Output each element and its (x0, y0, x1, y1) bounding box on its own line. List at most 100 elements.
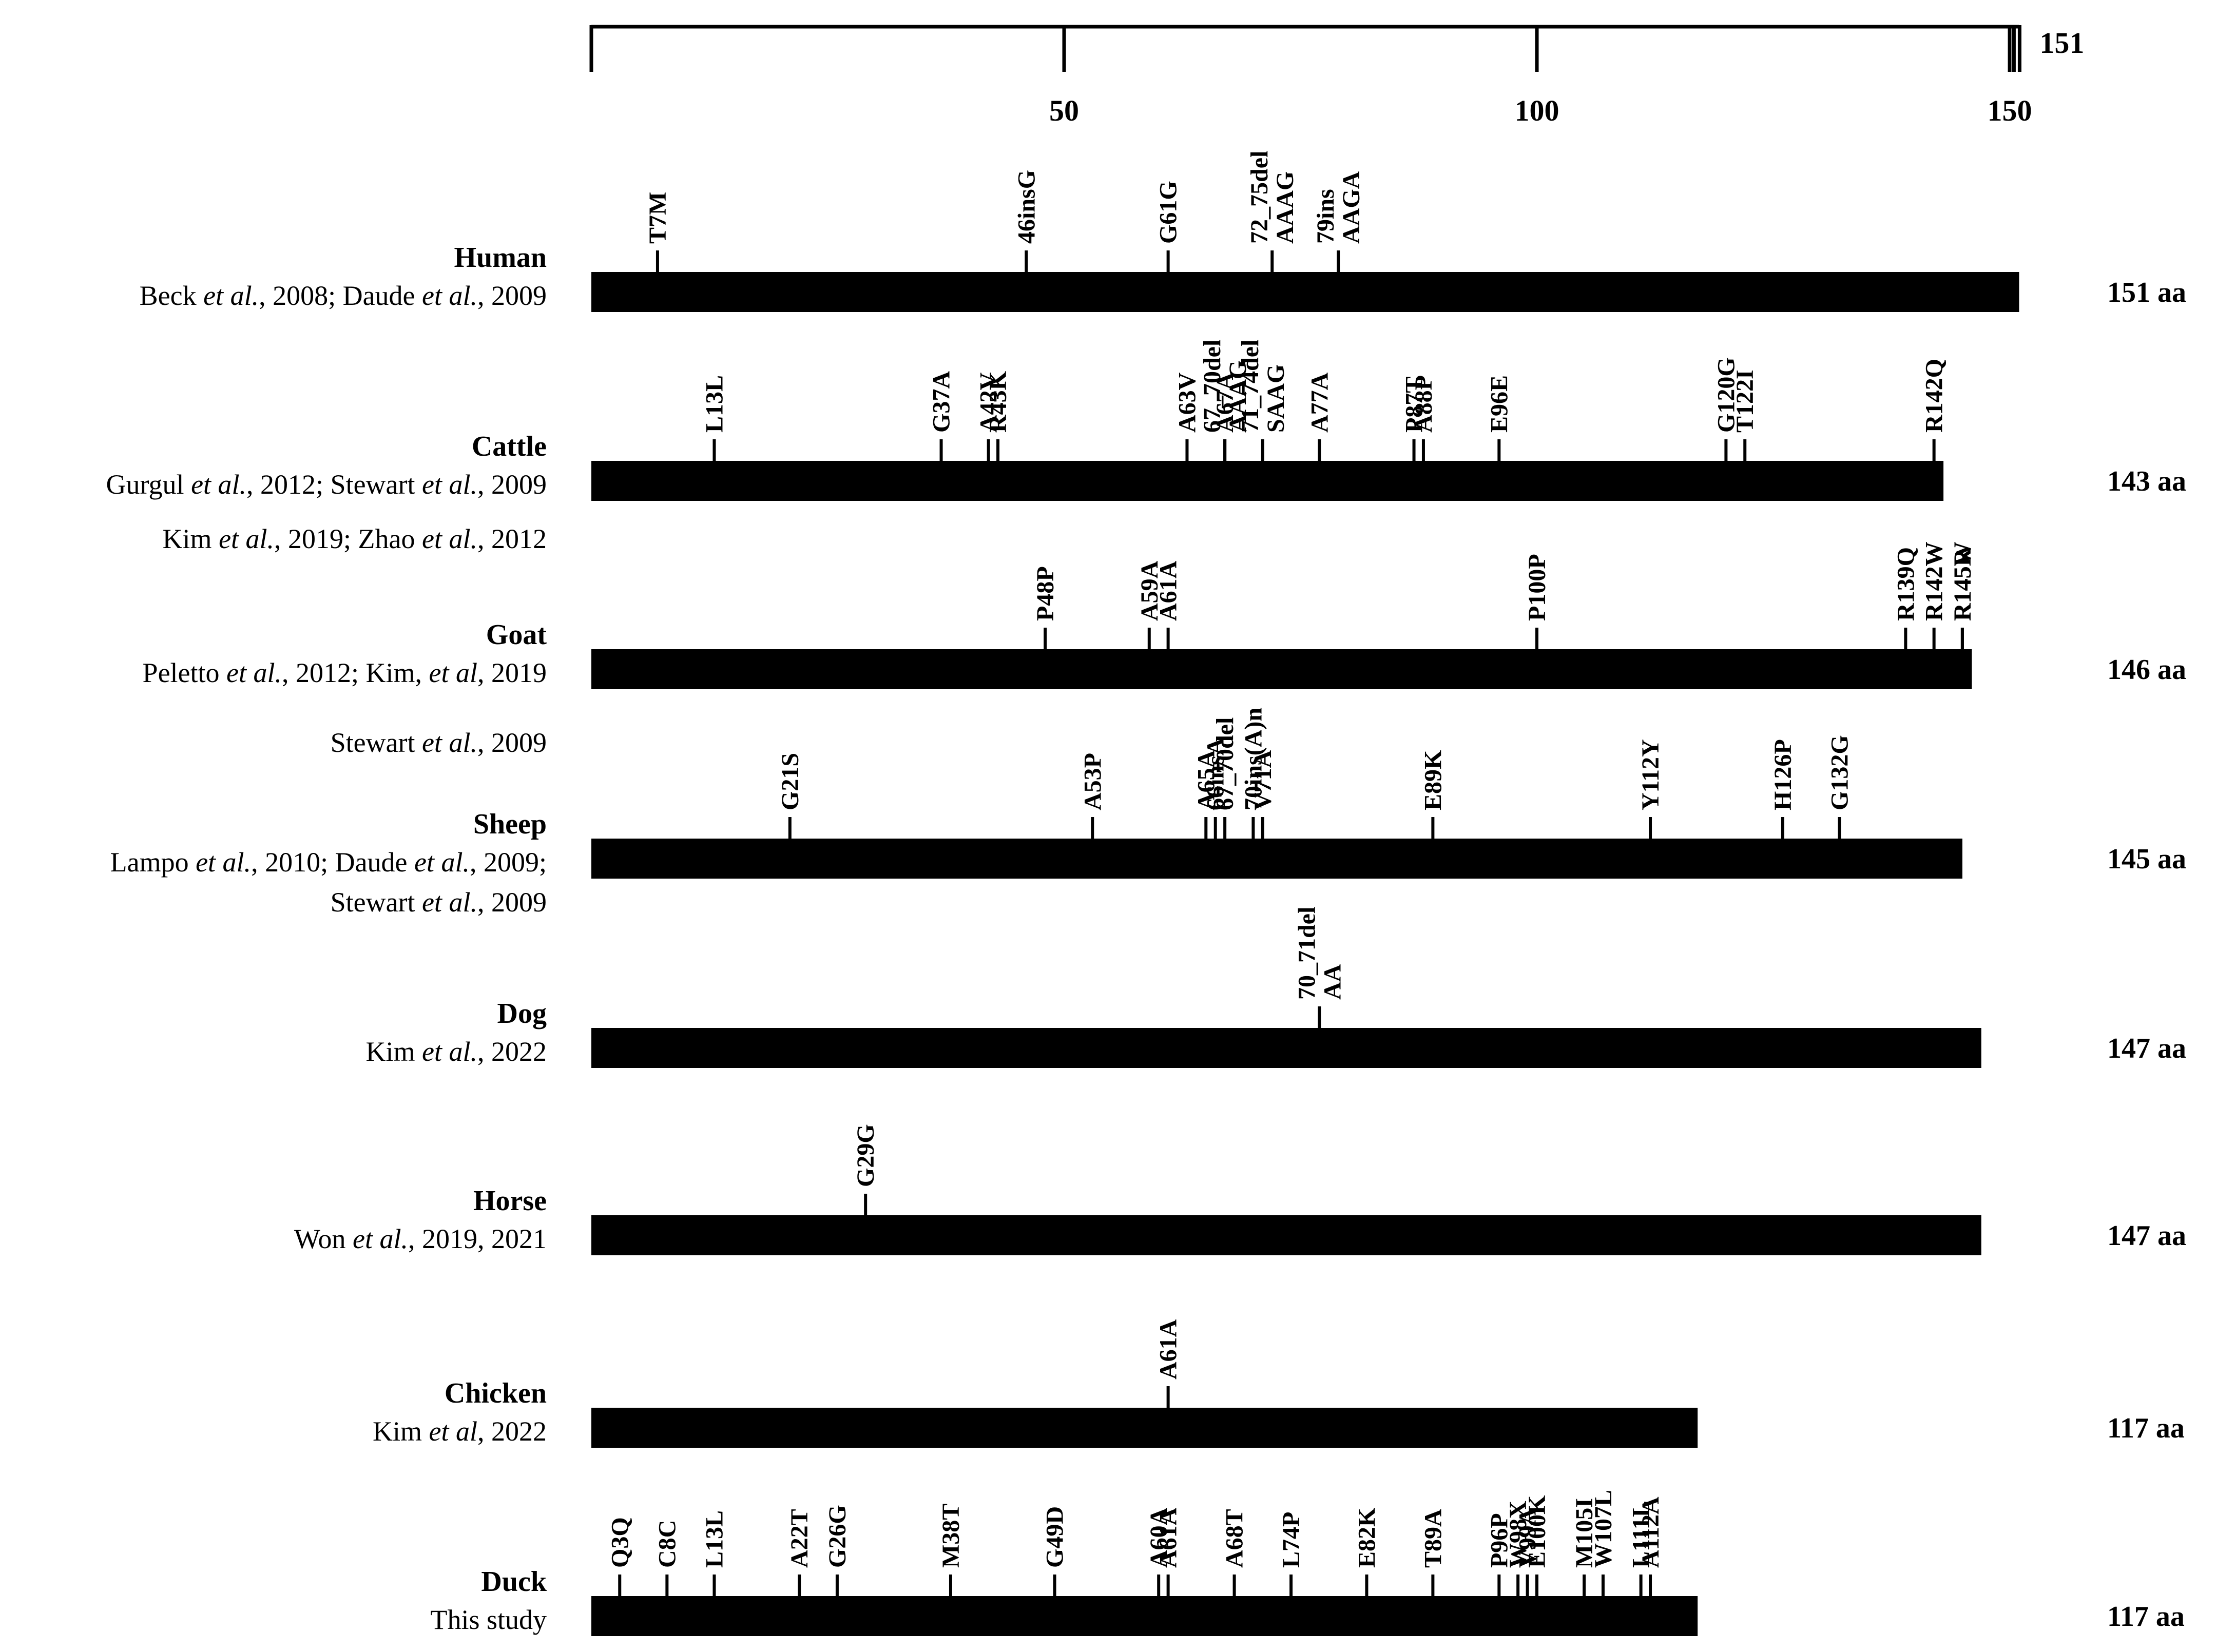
mutation-marker: A22T (786, 1509, 813, 1596)
protein-length-label: 147 aa (2107, 1033, 2186, 1064)
mutation-label: T89A (1419, 1509, 1447, 1568)
protein-length-label: 143 aa (2107, 465, 2186, 497)
reference-text-segment: , 2019 (477, 657, 547, 688)
protein-bar (591, 1215, 1981, 1255)
mutation-marker: C8C (653, 1520, 681, 1596)
reference-text-segment: et al (429, 1416, 477, 1447)
mutation-marker: A61A (1155, 1319, 1182, 1408)
reference-text-segment: et al. (414, 847, 470, 878)
reference-text-segment: et al. (422, 727, 477, 758)
mutation-label: AAGA (1338, 171, 1365, 244)
mutation-label: G132G (1826, 735, 1853, 810)
mutation-label: AAAG (1271, 171, 1299, 244)
species-name: Duck (481, 1566, 547, 1598)
reference-line: Peletto et al., 2012; Kim, et al, 2019 (143, 657, 547, 688)
mutation-marker: 67_70del (1211, 717, 1239, 839)
species-name: Sheep (473, 808, 547, 840)
protein-bar (591, 839, 1962, 879)
ruler-tick-label: 50 (1049, 94, 1079, 127)
mutation-marker: G61G (1155, 181, 1182, 272)
reference-text-segment: , 2022 (477, 1036, 547, 1067)
mutation-label: V99A (1514, 1507, 1541, 1568)
reference-text-segment: et al. (422, 887, 477, 918)
reference-line: Won et al., 2019, 2021 (294, 1223, 547, 1254)
mutation-label: 72_75del (1246, 151, 1273, 244)
mutation-label: R43K (985, 371, 1012, 433)
mutation-label: 67_70del (1199, 340, 1226, 433)
mutation-label: P100P (1524, 554, 1551, 621)
mutation-marker: R43K (985, 371, 1012, 461)
mutation-label: T122I (1731, 370, 1759, 433)
mutation-label: M38T (937, 1504, 965, 1568)
mutation-marker: G21S (777, 753, 804, 839)
protein-length-label: 146 aa (2107, 654, 2186, 686)
mutation-label: A65A (1192, 750, 1220, 810)
mutation-marker: G120G (1712, 357, 1740, 461)
reference-text-segment: , 2010; Daude (251, 847, 414, 878)
mutation-label: A112A (1637, 1496, 1664, 1568)
mutation-marker: T122I (1731, 370, 1759, 461)
mutation-marker: E100K (1524, 1495, 1551, 1596)
protein-length-label: 151 aa (2107, 277, 2186, 308)
reference-line: This study (430, 1604, 547, 1635)
mutation-marker: A60A (1145, 1507, 1172, 1596)
reference-line: Stewart et al., 2009 (331, 887, 547, 918)
mutation-marker: V99A (1514, 1507, 1541, 1596)
mutation-label: E82K (1353, 1508, 1380, 1568)
reference-text-segment: Beck (140, 280, 203, 311)
track-horse: Horse Won et al., 2019, 2021 147 aa G29G (294, 1124, 2186, 1255)
mutation-marker: M105I (1571, 1498, 1598, 1596)
reference-text-segment: , 2009 (477, 469, 547, 500)
mutation-label: C8C (653, 1520, 681, 1568)
mutation-marker: 70ins(A)n (1240, 708, 1267, 839)
mutation-label: A67A (1211, 372, 1239, 433)
mutation-label: R145R (1949, 548, 1976, 621)
reference-text-segment: et al. (226, 657, 282, 688)
protein-bar (591, 1596, 1698, 1636)
reference-text-segment: , 2022 (477, 1416, 547, 1447)
mutation-label: A42V (975, 372, 1003, 433)
mutation-marker: A53P (1079, 753, 1106, 839)
reference-text-segment: , 2009 (477, 887, 547, 918)
ruler-tick-label: 100 (1515, 94, 1559, 127)
mutation-marker: E96E (1486, 375, 1513, 461)
mutation-marker: A42V (975, 372, 1003, 461)
mutation-marker: A61A (1155, 560, 1182, 649)
mutation-label: Q3Q (606, 1517, 633, 1568)
mutation-marker: R145W (1949, 541, 1976, 649)
mutation-marker: G37A (928, 371, 955, 461)
protein-bar (591, 1028, 1981, 1068)
mutation-label: M105I (1571, 1498, 1598, 1568)
mutation-label: G29G (852, 1124, 879, 1187)
mutation-label: R139Q (1892, 547, 1919, 621)
mutation-marker: 66insA (1202, 737, 1229, 839)
mutation-label: E96E (1486, 375, 1513, 433)
reference-line: Kim et al, 2022 (373, 1416, 547, 1447)
reference-text-segment: et al. (191, 469, 246, 500)
mutation-marker: Y112Y (1637, 739, 1664, 839)
mutation-label: H126P (1769, 739, 1797, 810)
mutation-label: L74P (1278, 1512, 1305, 1568)
reference-text-segment: Kim (373, 1416, 429, 1447)
mutation-marker: A88P (1410, 375, 1437, 461)
mutation-label: A60A (1145, 1507, 1172, 1568)
reference-text-segment: , 2019; Zhao (274, 523, 422, 554)
mutation-label: G26G (824, 1505, 851, 1568)
reference-text-segment: et al. (422, 280, 477, 311)
reference-text-segment: Won (294, 1223, 353, 1254)
mutation-label: A61A (1155, 560, 1182, 621)
mutation-marker: R139Q (1892, 547, 1919, 649)
mutation-label: SAAG (1262, 364, 1289, 433)
reference-text-segment: , 2009 (477, 280, 547, 311)
reference-text-segment: Lampo (110, 847, 196, 878)
mutation-label: R145W (1949, 541, 1976, 621)
mutation-label: AA (1319, 964, 1346, 1000)
reference-text-segment: Gurgul (106, 469, 191, 500)
mutation-label: 46insG (1013, 170, 1040, 244)
mutation-marker: Q3Q (606, 1517, 633, 1596)
